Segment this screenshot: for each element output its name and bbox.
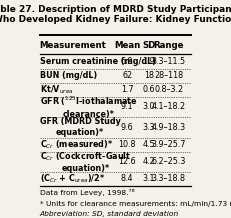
Text: 12.6: 12.6 (118, 157, 136, 166)
Text: 4.5: 4.5 (143, 140, 155, 149)
Text: GFR (MDRD Study
equation)*: GFR (MDRD Study equation)* (40, 117, 121, 137)
Text: 3.0: 3.0 (143, 102, 155, 111)
Text: (C$_{Cr}$ + C$_{urea}$)/2*: (C$_{Cr}$ + C$_{urea}$)/2* (40, 173, 105, 185)
Text: 3.3–11.5: 3.3–11.5 (152, 56, 186, 65)
Text: 10.8: 10.8 (118, 140, 136, 149)
Text: 3.1: 3.1 (143, 174, 155, 184)
Text: 4.1–18.2: 4.1–18.2 (152, 102, 186, 111)
Text: 28–118: 28–118 (154, 71, 183, 80)
Text: Serum creatinine (mg/dL): Serum creatinine (mg/dL) (40, 56, 156, 65)
Text: Data from Levey, 1998.⁷⁶: Data from Levey, 1998.⁷⁶ (40, 189, 134, 196)
Text: * Units for clearance measurements: mL/min/1.73 m²: * Units for clearance measurements: mL/m… (40, 200, 231, 207)
Text: 9.6: 9.6 (121, 123, 134, 132)
Text: 4.2: 4.2 (143, 157, 155, 166)
Text: Mean: Mean (114, 41, 140, 50)
Text: Abbreviation: SD, standard deviation: Abbreviation: SD, standard deviation (40, 211, 179, 217)
Text: 6.9: 6.9 (121, 56, 134, 65)
Text: 62: 62 (122, 71, 132, 80)
Text: Table 27. Description of MDRD Study Participants
Who Developed Kidney Failure: K: Table 27. Description of MDRD Study Part… (0, 5, 231, 24)
Text: 9.1: 9.1 (121, 102, 134, 111)
Text: 1.7: 1.7 (121, 85, 134, 94)
Text: 0.6: 0.6 (143, 85, 155, 94)
Text: 3.3: 3.3 (143, 123, 155, 132)
Text: 1.9: 1.9 (143, 56, 155, 65)
Text: 6.2–25.3: 6.2–25.3 (152, 157, 186, 166)
Text: BUN (mg/dL): BUN (mg/dL) (40, 71, 97, 80)
Text: 8.4: 8.4 (121, 174, 133, 184)
Text: GFR ($^{125}$I-iothalamate
clearance)*: GFR ($^{125}$I-iothalamate clearance)* (40, 95, 137, 119)
Text: 3.9–25.7: 3.9–25.7 (152, 140, 186, 149)
Text: SD: SD (142, 41, 155, 50)
Text: Measurement: Measurement (40, 41, 106, 50)
Text: C$_{Cr}$ (Cockcroft-Gault
equation)*: C$_{Cr}$ (Cockcroft-Gault equation)* (40, 150, 131, 173)
Text: 18: 18 (144, 71, 154, 80)
Text: 0.8–3.2: 0.8–3.2 (154, 85, 183, 94)
Text: C$_{Cr}$ (measured)*: C$_{Cr}$ (measured)* (40, 138, 113, 151)
Text: 4.9–18.3: 4.9–18.3 (152, 123, 186, 132)
Text: 3.3–18.8: 3.3–18.8 (152, 174, 186, 184)
Text: Range: Range (154, 41, 184, 50)
Text: Kt/V$_{urea}$: Kt/V$_{urea}$ (40, 83, 73, 96)
